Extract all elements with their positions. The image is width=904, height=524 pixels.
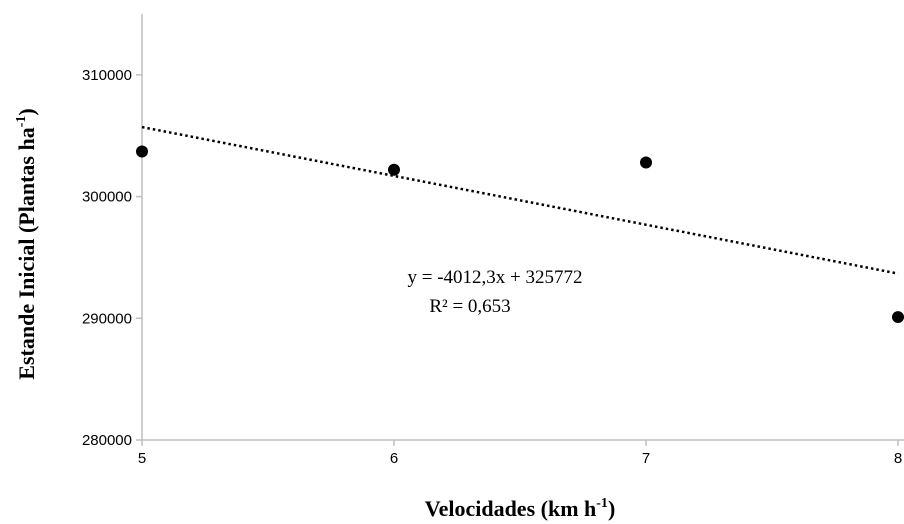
y-tick-group: 280000 290000 300000 310000 bbox=[82, 67, 142, 449]
x-tick-label: 7 bbox=[642, 450, 650, 467]
y-tick-label: 310000 bbox=[82, 67, 132, 84]
y-tick-label: 280000 bbox=[82, 432, 132, 449]
y-axis-title-exponent: -1 bbox=[14, 116, 29, 128]
y-axis-title: Estande Inicial (Plantas ha-1) bbox=[14, 108, 39, 379]
x-axis-title-exponent: -1 bbox=[596, 496, 608, 511]
x-tick-label: 6 bbox=[390, 450, 398, 467]
trendline-group bbox=[141, 125, 899, 275]
x-axis-title-text: Velocidades (km h bbox=[425, 496, 597, 521]
data-point bbox=[640, 156, 652, 169]
y-tick-label: 290000 bbox=[82, 310, 132, 327]
x-tick-group: 5 6 7 8 bbox=[138, 440, 902, 467]
data-point bbox=[892, 311, 904, 324]
data-point bbox=[388, 163, 400, 176]
trendline-equation: y = -4012,3x + 325772 bbox=[407, 267, 582, 288]
x-axis-title-close: ) bbox=[608, 496, 615, 521]
trendline bbox=[141, 125, 899, 275]
y-tick-label: 300000 bbox=[82, 189, 132, 206]
data-point-group bbox=[136, 145, 904, 324]
x-axis-title: Velocidades (km h-1) bbox=[425, 496, 616, 521]
trendline-r-squared: R² = 0,653 bbox=[429, 296, 510, 317]
data-point bbox=[136, 145, 148, 158]
x-tick-label: 8 bbox=[894, 450, 902, 467]
y-axis-title-close: ) bbox=[14, 108, 39, 115]
x-tick-label: 5 bbox=[138, 450, 146, 467]
y-axis-title-text: Estande Inicial (Plantas ha bbox=[14, 127, 39, 379]
